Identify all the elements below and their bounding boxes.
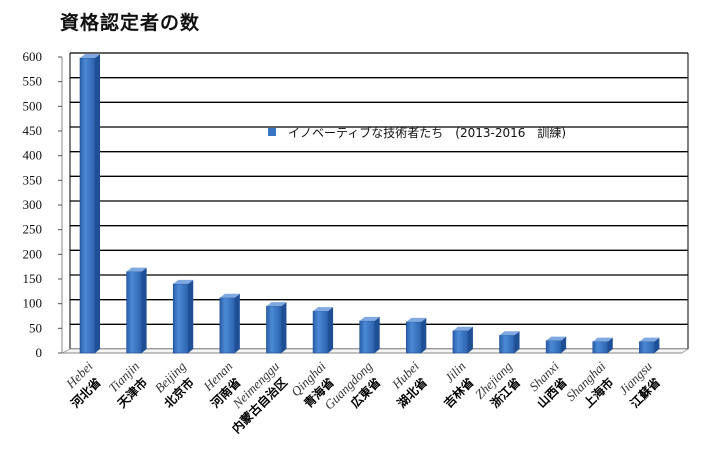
bar-neimenggu [266, 302, 287, 354]
bar-side [328, 307, 334, 353]
bar-side [234, 293, 240, 353]
bar-top [266, 302, 287, 307]
bar-shanxi [545, 336, 567, 354]
bar-zhejiang [499, 331, 520, 354]
legend-label: イノベーティブな技術者たち (2013-2016 訓練) [288, 125, 566, 140]
bar-side [654, 337, 660, 353]
bar-henan [219, 293, 240, 354]
y-tick-label: 150 [23, 271, 43, 286]
y-tick-label: 550 [23, 74, 43, 89]
bar-front [639, 341, 655, 354]
bar-side [281, 302, 287, 353]
bar-side [607, 337, 613, 353]
y-tick-label: 450 [23, 123, 43, 138]
bar-side [141, 267, 147, 353]
bar-jilin [452, 326, 473, 354]
bar-shanghai [592, 337, 613, 354]
bar-qinghai [312, 307, 334, 354]
bar-front [452, 330, 469, 354]
bar-front [312, 310, 329, 354]
bar-front [406, 321, 422, 354]
legend-swatch [268, 128, 276, 136]
bar-side [561, 336, 567, 353]
bar-top [546, 336, 567, 341]
y-axis: 0 50 100 150 200 250 300 350 400 450 500 550 600 [23, 49, 682, 360]
bar-top [359, 316, 380, 321]
legend: イノベーティブな技術者たち (2013-2016 訓練) [268, 125, 566, 140]
bar-side [188, 279, 194, 353]
bar-top [406, 317, 427, 322]
bar-guangdong [359, 316, 380, 354]
bar-top [499, 331, 520, 336]
y-tick-label: 50 [29, 320, 42, 335]
bar-front [79, 57, 96, 354]
bar-hubei [406, 317, 427, 354]
bar-front [545, 340, 562, 354]
bar-top [639, 337, 660, 342]
bar-side [95, 53, 100, 354]
y-tick-label: 350 [23, 172, 43, 187]
bar-side [467, 326, 473, 353]
bar-front [499, 334, 515, 354]
bar-top [173, 279, 194, 284]
y-tick-label: 200 [23, 246, 43, 261]
bar-top [452, 326, 473, 331]
bar-front [266, 305, 282, 354]
bar-side [421, 317, 427, 353]
y-tick-label: 0 [36, 345, 43, 360]
bar-front [126, 271, 142, 354]
bar-top [126, 267, 147, 272]
bar-top [219, 293, 240, 298]
y-tick-label: 250 [23, 222, 43, 237]
bar-top [592, 337, 613, 342]
chart-title: 資格認定者の数 [60, 12, 201, 34]
bars [79, 53, 660, 354]
y-tick-label: 100 [23, 296, 43, 311]
bar-side [514, 331, 520, 353]
bar-jiangsu [639, 337, 660, 354]
bar-top [313, 307, 334, 312]
bar-front [359, 320, 375, 354]
bar-beijing [172, 279, 194, 354]
bar-top [80, 53, 100, 58]
bar-front [172, 283, 189, 354]
y-tick-label: 600 [23, 49, 43, 64]
bar-front [592, 341, 609, 354]
gridlines [61, 52, 690, 354]
y-tick-label: 400 [23, 148, 43, 163]
y-tick-label: 300 [23, 197, 43, 212]
bar-side [374, 316, 380, 353]
bar-tianjin [126, 267, 147, 354]
bar-front [219, 297, 236, 354]
bar-hebei [79, 53, 100, 354]
y-tick-label: 500 [23, 98, 43, 113]
